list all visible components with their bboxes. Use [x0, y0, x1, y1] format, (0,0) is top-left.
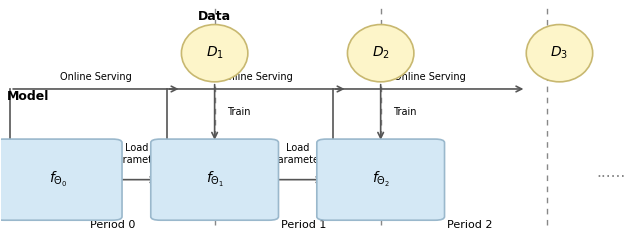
Text: Model: Model	[7, 90, 49, 103]
Text: $D_2$: $D_2$	[372, 45, 390, 61]
Text: $f_{\Theta_1}$: $f_{\Theta_1}$	[205, 170, 224, 189]
Text: Period 2: Period 2	[447, 220, 493, 230]
Text: Load
Parameter: Load Parameter	[111, 143, 162, 165]
Text: $f_{\Theta_0}$: $f_{\Theta_0}$	[49, 170, 67, 189]
FancyBboxPatch shape	[317, 139, 445, 220]
Text: Data: Data	[198, 10, 231, 23]
Text: Train: Train	[227, 107, 251, 117]
Text: Train: Train	[394, 107, 417, 117]
Text: Period 0: Period 0	[90, 220, 135, 230]
Text: $D_3$: $D_3$	[550, 45, 568, 61]
Ellipse shape	[181, 24, 248, 82]
Ellipse shape	[348, 24, 414, 82]
Text: Period 1: Period 1	[282, 220, 327, 230]
Text: Online Serving: Online Serving	[60, 72, 132, 82]
Text: $D_1$: $D_1$	[205, 45, 223, 61]
Text: ......: ......	[596, 165, 625, 180]
FancyBboxPatch shape	[151, 139, 278, 220]
FancyBboxPatch shape	[0, 139, 122, 220]
Text: Online Serving: Online Serving	[394, 72, 465, 82]
Text: Load
Parameter: Load Parameter	[272, 143, 323, 165]
Text: $f_{\Theta_2}$: $f_{\Theta_2}$	[372, 170, 390, 189]
Text: Online Serving: Online Serving	[221, 72, 293, 82]
Ellipse shape	[526, 24, 593, 82]
